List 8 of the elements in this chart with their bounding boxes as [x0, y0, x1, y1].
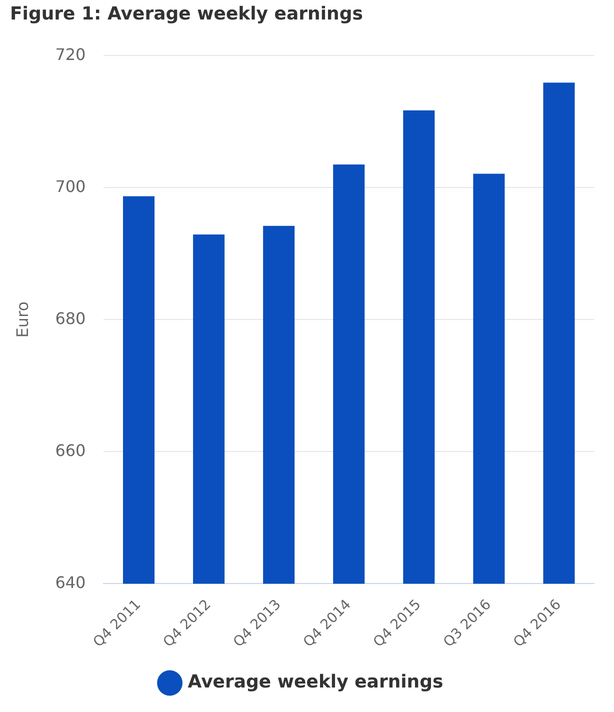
y-tick-label: 720: [55, 44, 86, 64]
y-tick-label: 680: [55, 308, 86, 328]
y-axis-title: Euro: [12, 302, 32, 338]
y-tick-label: 640: [55, 572, 86, 592]
y-tick-label: 700: [55, 176, 86, 196]
y-tick-label: 660: [55, 440, 86, 460]
chart-title: Figure 1: Average weekly earnings: [10, 3, 363, 24]
legend-label: Average weekly earnings: [188, 672, 444, 693]
